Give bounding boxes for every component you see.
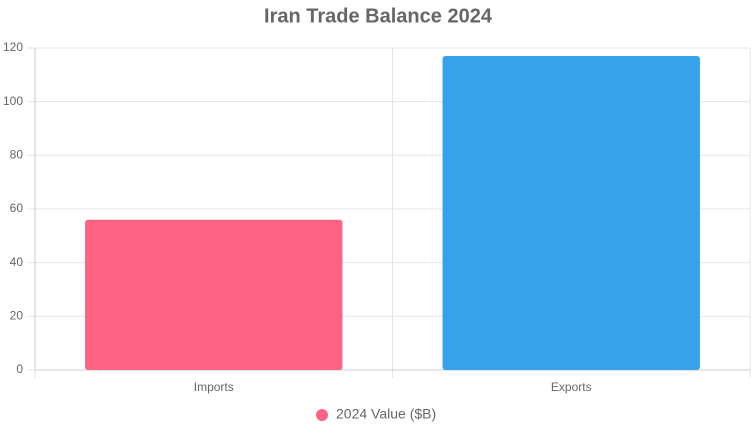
y-tick-label: 80: [10, 148, 24, 162]
x-tick-label: Imports: [194, 380, 234, 394]
legend-label: 2024 Value ($B): [336, 406, 436, 422]
bar: [442, 56, 700, 371]
y-tick-label: 60: [10, 201, 24, 215]
y-tick-label: 40: [10, 255, 24, 269]
y-tick-label: 0: [16, 362, 23, 376]
chart-title: Iran Trade Balance 2024: [264, 5, 493, 27]
y-tick-label: 120: [3, 40, 23, 54]
x-tick-label: Exports: [551, 380, 592, 394]
y-tick-label: 100: [3, 94, 23, 108]
y-tick-label: 20: [10, 309, 24, 323]
legend-swatch: [316, 409, 328, 421]
bar: [85, 219, 343, 370]
